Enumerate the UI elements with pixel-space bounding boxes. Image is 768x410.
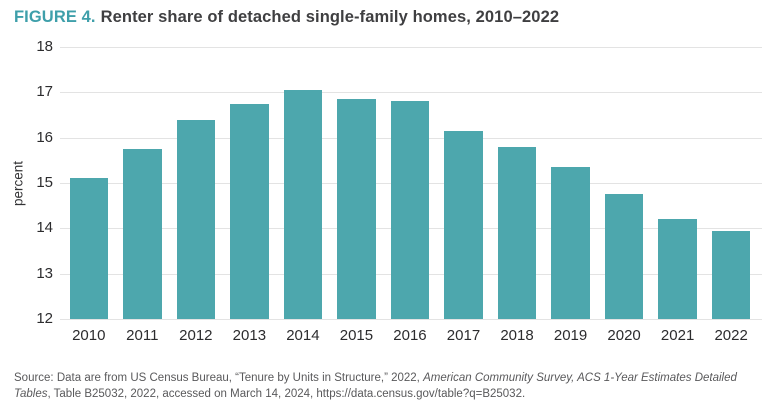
bar-2018 bbox=[497, 146, 537, 319]
x-tick-label-2012: 2012 bbox=[179, 327, 213, 344]
source-segment-italic: Tables bbox=[14, 388, 48, 400]
bar-cell-2022 bbox=[704, 47, 758, 319]
source-segment: Source: Data are from US Census Bureau, … bbox=[14, 372, 424, 384]
x-tick-label-2010: 2010 bbox=[72, 327, 106, 344]
source-note: Source: Data are from US Census Bureau, … bbox=[14, 370, 756, 402]
bar-cell-2014 bbox=[276, 47, 330, 319]
bar-2012 bbox=[176, 119, 216, 319]
x-tick-label-2020: 2020 bbox=[607, 327, 641, 344]
bar-2022 bbox=[711, 230, 751, 319]
gridline-12 bbox=[60, 319, 762, 320]
bar-cell-2020 bbox=[597, 47, 651, 319]
bar-2010 bbox=[69, 178, 109, 319]
bar-cell-2012 bbox=[169, 47, 223, 319]
bar-cell-2010 bbox=[62, 47, 116, 319]
bar-2021 bbox=[658, 219, 697, 319]
x-tick-label-2022: 2022 bbox=[714, 327, 748, 344]
y-tick-label-18: 18 bbox=[36, 38, 53, 55]
figure-number-label: FIGURE 4. bbox=[14, 8, 96, 26]
x-tick-label-2014: 2014 bbox=[286, 327, 320, 344]
y-tick-label-13: 13 bbox=[36, 264, 53, 282]
bar-cell-2019 bbox=[544, 47, 598, 319]
source-line-2: Tables, Table B25032, 2022, accessed on … bbox=[14, 386, 756, 402]
bars-layer bbox=[62, 47, 758, 319]
x-tick-label-2016: 2016 bbox=[393, 327, 427, 344]
bar-cell-2013 bbox=[223, 47, 277, 319]
bar-2017 bbox=[444, 130, 483, 319]
y-tick-label-17: 17 bbox=[36, 83, 53, 101]
bar-2019 bbox=[551, 167, 590, 319]
gridline-18 bbox=[60, 47, 762, 48]
bar-cell-2018 bbox=[490, 47, 544, 319]
bar-cell-2015 bbox=[330, 47, 384, 319]
x-tick-label-2019: 2019 bbox=[553, 327, 588, 344]
source-line-1: Source: Data are from US Census Bureau, … bbox=[14, 370, 756, 386]
bar-cell-2021 bbox=[651, 47, 705, 319]
bar-2013 bbox=[230, 103, 269, 319]
y-tick-label-12: 12 bbox=[36, 310, 53, 327]
figure-title-text: Renter share of detached single-family h… bbox=[100, 8, 560, 26]
bar-2020 bbox=[604, 194, 644, 319]
x-tick-label-2015: 2015 bbox=[339, 327, 374, 344]
source-segment: , Table B25032, 2022, accessed on March … bbox=[47, 388, 526, 400]
bar-cell-2011 bbox=[116, 47, 170, 319]
x-tick-label-2013: 2013 bbox=[232, 327, 267, 344]
gridline-17 bbox=[60, 92, 762, 94]
x-tick-label-2011: 2011 bbox=[126, 327, 159, 344]
y-tick-label-14: 14 bbox=[36, 219, 53, 237]
bar-2014 bbox=[283, 90, 323, 319]
x-tick-label-2018: 2018 bbox=[500, 327, 534, 344]
figure-title: FIGURE 4. Renter share of detached single… bbox=[14, 8, 559, 27]
x-tick-label-2021: 2021 bbox=[660, 327, 695, 344]
bar-cell-2016 bbox=[383, 47, 437, 319]
bar-cell-2017 bbox=[437, 47, 491, 319]
bar-2016 bbox=[390, 101, 430, 319]
x-axis-labels: 2010 2011 2012 2013 2014 2015 2016 2017 2018 2019… bbox=[62, 327, 758, 344]
source-segment-italic: American Community Survey, ACS 1-Year Es… bbox=[423, 372, 737, 384]
y-tick-label-15: 15 bbox=[36, 174, 53, 191]
x-tick-label-2017: 2017 bbox=[446, 327, 481, 344]
y-tick-label-16: 16 bbox=[36, 128, 53, 146]
bar-2011 bbox=[123, 149, 162, 319]
bar-2015 bbox=[337, 99, 376, 319]
